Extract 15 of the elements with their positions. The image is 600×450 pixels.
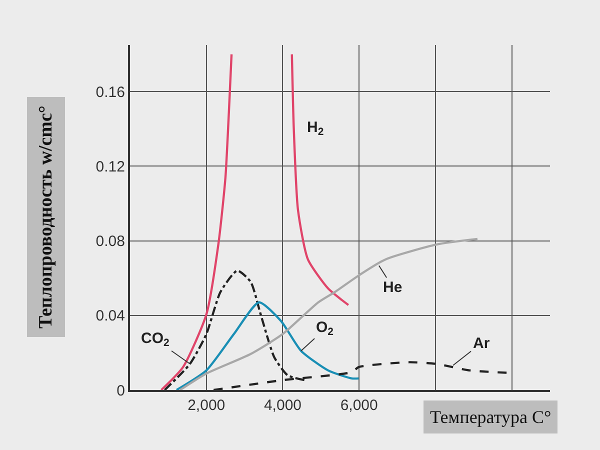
y-tick-label: 0.04 bbox=[96, 308, 125, 325]
y-tick-label: 0.12 bbox=[96, 158, 125, 176]
y-tick-label: 0 bbox=[116, 382, 125, 400]
x-tick-label: 6,000 bbox=[340, 397, 378, 414]
annotation: CO$_{2}$ bbox=[141, 330, 170, 350]
annotation: H$_{2}$ bbox=[307, 119, 324, 138]
y-axis-title: Теплопроводность w/cmc° bbox=[36, 105, 56, 328]
y-tick-label: 0.08 bbox=[96, 233, 125, 250]
x-tick-label: 4,000 bbox=[264, 397, 302, 414]
x-tick-label: 2,000 bbox=[188, 397, 226, 414]
x-axis-title: Температура C° bbox=[430, 407, 552, 427]
annotation: He bbox=[383, 279, 402, 296]
annotation: Ar bbox=[473, 335, 490, 352]
y-tick-label: 0.16 bbox=[96, 84, 125, 101]
annotation: O$_{2}$ bbox=[316, 319, 334, 338]
